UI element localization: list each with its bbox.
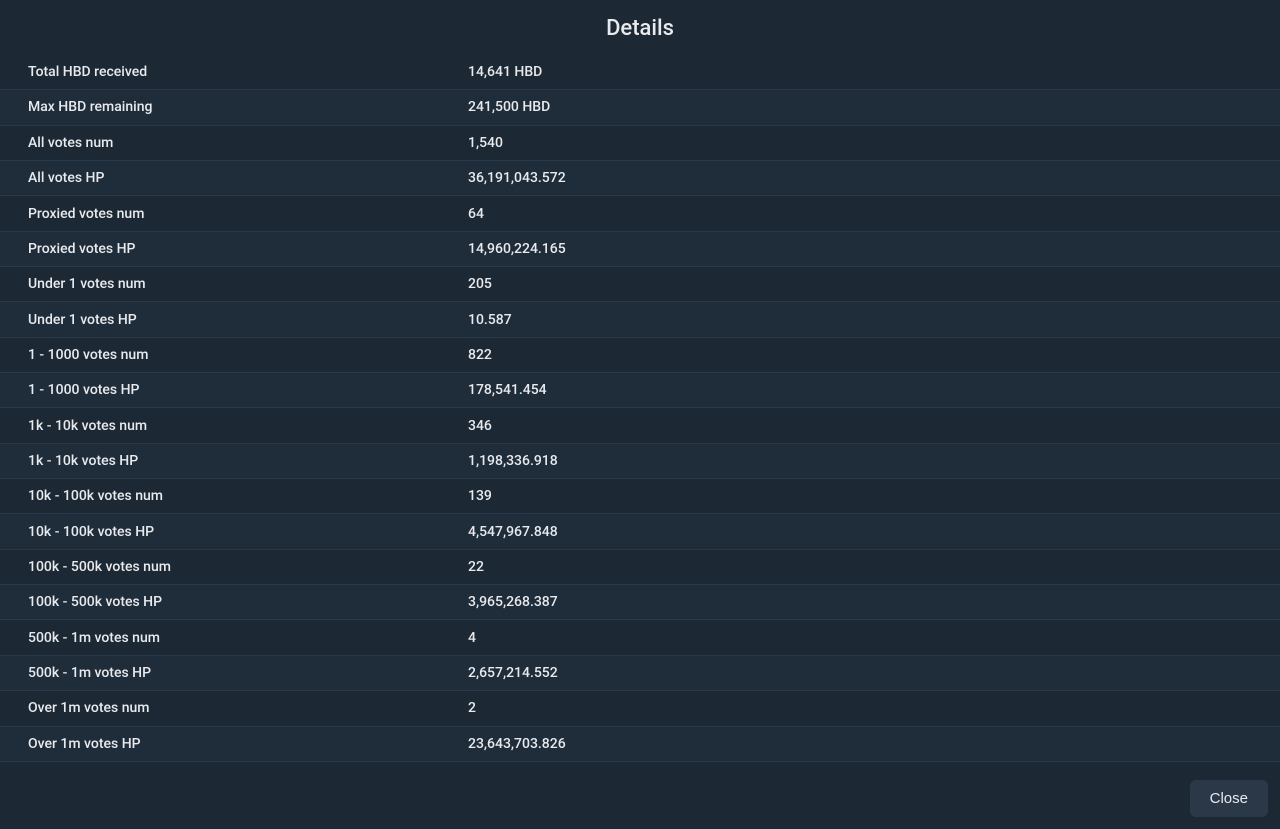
detail-label: Over 1m votes num [0, 691, 440, 726]
table-row: Total HBD received 14,641 HBD [0, 55, 1280, 90]
detail-label: 1 - 1000 votes num [0, 337, 440, 372]
detail-value: 139 [440, 479, 1280, 514]
detail-value: 178,541.454 [440, 373, 1280, 408]
detail-label: 1 - 1000 votes HP [0, 373, 440, 408]
details-modal: Details Total HBD received 14,641 HBD Ma… [0, 0, 1280, 829]
detail-label: 1k - 10k votes HP [0, 443, 440, 478]
detail-label: Proxied votes HP [0, 231, 440, 266]
detail-label: 1k - 10k votes num [0, 408, 440, 443]
table-row: Max HBD remaining 241,500 HBD [0, 90, 1280, 125]
detail-value: 23,643,703.826 [440, 726, 1280, 762]
detail-value: 346 [440, 408, 1280, 443]
detail-value: 205 [440, 267, 1280, 302]
table-row: Over 1m votes HP 23,643,703.826 [0, 726, 1280, 762]
detail-value: 2 [440, 691, 1280, 726]
table-row: 10k - 100k votes HP 4,547,967.848 [0, 514, 1280, 549]
table-row: All votes HP 36,191,043.572 [0, 161, 1280, 196]
detail-value: 822 [440, 337, 1280, 372]
modal-footer: Close [0, 762, 1280, 829]
detail-label: 10k - 100k votes num [0, 479, 440, 514]
detail-value: 241,500 HBD [440, 90, 1280, 125]
detail-label: Under 1 votes num [0, 267, 440, 302]
details-table: Total HBD received 14,641 HBD Max HBD re… [0, 55, 1280, 762]
close-button[interactable]: Close [1190, 780, 1268, 817]
table-row: All votes num 1,540 [0, 125, 1280, 160]
detail-label: Total HBD received [0, 55, 440, 90]
detail-value: 14,641 HBD [440, 55, 1280, 90]
detail-value: 4,547,967.848 [440, 514, 1280, 549]
table-row: 500k - 1m votes HP 2,657,214.552 [0, 655, 1280, 690]
modal-title: Details [0, 0, 1280, 55]
table-row: 500k - 1m votes num 4 [0, 620, 1280, 655]
detail-value: 22 [440, 549, 1280, 584]
detail-label: Under 1 votes HP [0, 302, 440, 337]
detail-label: All votes num [0, 125, 440, 160]
table-row: 1k - 10k votes HP 1,198,336.918 [0, 443, 1280, 478]
table-row: Over 1m votes num 2 [0, 691, 1280, 726]
detail-label: 10k - 100k votes HP [0, 514, 440, 549]
table-row: 100k - 500k votes num 22 [0, 549, 1280, 584]
table-row: Under 1 votes num 205 [0, 267, 1280, 302]
detail-value: 1,198,336.918 [440, 443, 1280, 478]
detail-value: 3,965,268.387 [440, 585, 1280, 620]
detail-value: 36,191,043.572 [440, 161, 1280, 196]
table-row: 1k - 10k votes num 346 [0, 408, 1280, 443]
detail-value: 2,657,214.552 [440, 655, 1280, 690]
detail-label: 500k - 1m votes num [0, 620, 440, 655]
detail-value: 4 [440, 620, 1280, 655]
table-row: 100k - 500k votes HP 3,965,268.387 [0, 585, 1280, 620]
detail-label: Max HBD remaining [0, 90, 440, 125]
detail-label: Proxied votes num [0, 196, 440, 231]
table-row: 1 - 1000 votes HP 178,541.454 [0, 373, 1280, 408]
table-row: Proxied votes num 64 [0, 196, 1280, 231]
detail-label: 500k - 1m votes HP [0, 655, 440, 690]
detail-value: 14,960,224.165 [440, 231, 1280, 266]
table-row: Under 1 votes HP 10.587 [0, 302, 1280, 337]
table-row: Proxied votes HP 14,960,224.165 [0, 231, 1280, 266]
detail-value: 1,540 [440, 125, 1280, 160]
table-row: 1 - 1000 votes num 822 [0, 337, 1280, 372]
detail-label: 100k - 500k votes HP [0, 585, 440, 620]
detail-value: 10.587 [440, 302, 1280, 337]
detail-label: 100k - 500k votes num [0, 549, 440, 584]
details-table-body: Total HBD received 14,641 HBD Max HBD re… [0, 55, 1280, 762]
table-row: 10k - 100k votes num 139 [0, 479, 1280, 514]
detail-label: Over 1m votes HP [0, 726, 440, 762]
detail-label: All votes HP [0, 161, 440, 196]
detail-value: 64 [440, 196, 1280, 231]
